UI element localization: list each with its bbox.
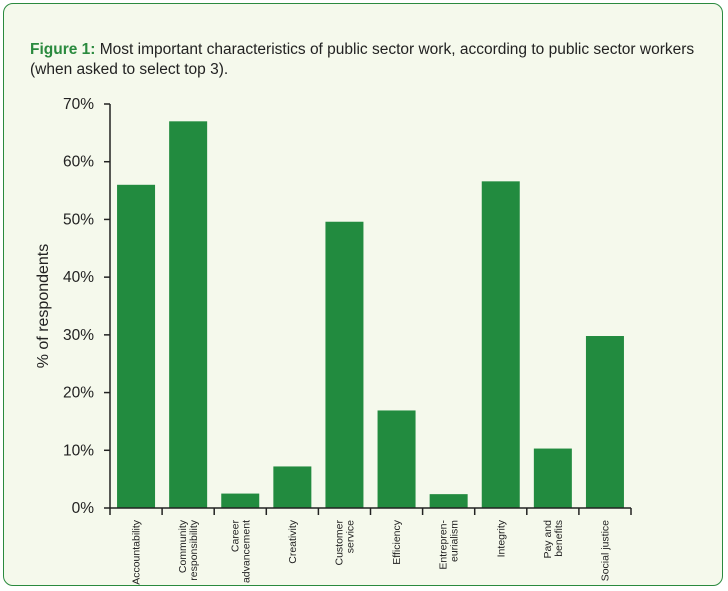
x-category-label: Careeradvancement: [229, 520, 252, 584]
x-category-label: Creativity: [287, 519, 299, 564]
bar: [533, 448, 572, 508]
y-axis-label: % of respondents: [35, 244, 52, 369]
y-tick-label: 60%: [63, 154, 94, 171]
x-category-label: Customerservice: [333, 520, 356, 566]
x-category-label: Communityresponsibility: [177, 519, 200, 580]
y-tick-label: 70%: [63, 96, 94, 113]
bar: [169, 121, 208, 509]
bar: [273, 466, 312, 508]
bar: [325, 221, 364, 509]
x-category-label: Efficiency: [391, 519, 403, 564]
x-category-label: Accountability: [131, 519, 143, 585]
y-tick-label: 30%: [63, 327, 94, 344]
caption-lead: Figure 1:: [30, 41, 96, 58]
y-tick-label: 10%: [63, 442, 94, 459]
y-tick-label: 0%: [72, 500, 95, 517]
y-tick-label: 40%: [63, 269, 94, 286]
bar: [481, 181, 520, 508]
figure-caption: Figure 1: Most important characteristics…: [30, 40, 710, 80]
x-category-label: Integrity: [495, 519, 507, 557]
x-category-label: Entrepren-eurialism: [438, 519, 461, 569]
x-category-label: Pay andbenefits: [542, 520, 565, 559]
bar: [429, 494, 468, 508]
bar: [117, 184, 156, 509]
x-category-label: Social justice: [599, 520, 611, 581]
bar: [585, 336, 624, 508]
y-tick-label: 50%: [63, 211, 94, 228]
y-tick-label: 20%: [63, 385, 94, 402]
bar: [377, 410, 416, 508]
bar: [221, 493, 260, 508]
caption-text: Most important characteristics of public…: [30, 41, 695, 78]
